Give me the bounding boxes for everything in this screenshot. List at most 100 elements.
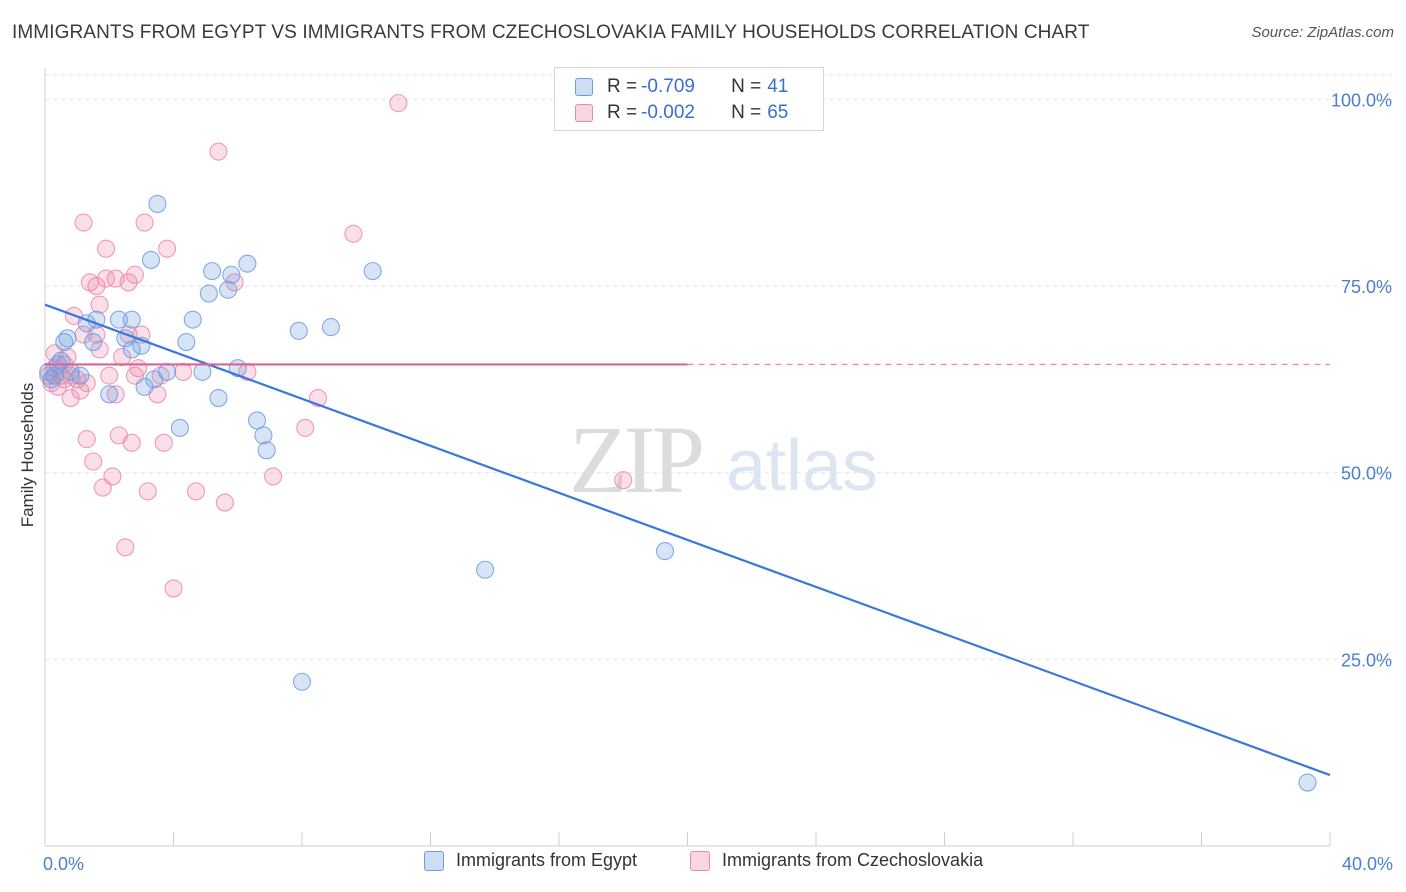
data-point — [77, 374, 96, 393]
watermark: ZIP atlas — [569, 406, 878, 513]
data-point — [209, 388, 228, 408]
n-value: 41 — [767, 76, 789, 97]
legend-item-czechoslovakia[interactable]: Immigrants from Czechoslovakia — [690, 850, 983, 871]
watermark-atlas: atlas — [726, 426, 878, 506]
data-point — [215, 493, 234, 512]
data-point — [238, 254, 257, 273]
data-point — [100, 385, 119, 404]
data-point — [122, 340, 141, 359]
data-point — [100, 366, 119, 385]
data-point — [476, 560, 495, 579]
data-point — [138, 482, 157, 501]
data-point — [158, 239, 177, 258]
data-point — [203, 262, 222, 281]
data-point — [292, 672, 312, 691]
data-point — [1298, 773, 1317, 792]
data-point — [103, 467, 122, 486]
data-point — [148, 194, 167, 213]
data-point — [90, 295, 109, 314]
data-point — [289, 321, 308, 340]
data-point — [321, 318, 340, 337]
data-point — [74, 213, 93, 232]
trend-lines — [44, 303, 1331, 777]
data-point — [363, 262, 382, 281]
data-point — [209, 142, 228, 161]
data-point — [164, 579, 183, 598]
egypt-trend-line — [44, 303, 1331, 777]
data-point — [296, 418, 315, 437]
czechoslovakia-swatch — [690, 850, 710, 871]
x-tick-label: 40.0% — [1342, 854, 1393, 874]
series-legend: Immigrants from Egypt Immigrants from Cz… — [0, 850, 1406, 878]
stats-legend-row-egypt: R = -0.709 N = 41 — [575, 75, 788, 99]
data-point — [177, 332, 196, 352]
data-point — [109, 310, 128, 329]
data-point — [199, 284, 218, 303]
data-point — [247, 411, 267, 430]
data-point — [264, 467, 283, 486]
data-point — [135, 377, 154, 396]
data-point — [48, 377, 67, 396]
data-point — [77, 430, 96, 449]
axes — [44, 68, 1331, 847]
data-point — [96, 239, 116, 258]
data-point — [135, 213, 154, 232]
y-tick-label: 25.0% — [1341, 650, 1392, 670]
x-tick-label: 0.0% — [43, 854, 84, 874]
data-point — [614, 471, 633, 490]
legend-label-egypt: Immigrants from Egypt — [456, 850, 638, 870]
n-label: N = — [731, 76, 762, 97]
data-point — [84, 332, 103, 352]
y-tick-label: 50.0% — [1341, 464, 1392, 484]
data-point — [158, 362, 177, 381]
data-point — [58, 329, 77, 348]
data-point — [87, 276, 106, 296]
n-value: 65 — [767, 102, 789, 123]
source-label: Source: ZipAtlas.com — [1251, 24, 1394, 41]
n-label: N = — [731, 102, 762, 123]
data-point — [655, 542, 675, 561]
egypt-swatch — [575, 78, 593, 96]
data-point — [183, 310, 202, 329]
r-value: -0.002 — [641, 102, 695, 123]
data-point — [193, 362, 212, 381]
data-point — [125, 265, 144, 284]
stats-legend-row-czechoslovakia: R = -0.002 N = 65 — [575, 101, 788, 125]
data-point — [186, 482, 206, 501]
data-point — [61, 388, 80, 408]
data-point — [96, 269, 116, 288]
tick-labels: 25.0% 50.0% 75.0% 100.0% 0.0% 40.0% — [43, 90, 1393, 874]
data-point — [122, 310, 141, 329]
data-point — [174, 362, 193, 381]
czechoslovakia-swatch — [575, 104, 593, 122]
data-point — [389, 94, 408, 113]
data-point — [170, 418, 189, 437]
r-label: R = — [607, 102, 638, 123]
watermark-zip: ZIP — [569, 406, 702, 513]
egypt-swatch — [424, 850, 444, 871]
r-value: -0.709 — [641, 76, 695, 97]
data-point — [154, 433, 173, 452]
r-label: R = — [607, 76, 638, 97]
y-tick-label: 75.0% — [1341, 277, 1392, 297]
data-point — [84, 452, 103, 471]
legend-label-czechoslovakia: Immigrants from Czechoslovakia — [722, 850, 984, 870]
data-point — [344, 224, 363, 243]
data-point — [254, 426, 273, 445]
data-point — [90, 340, 109, 359]
data-point — [222, 265, 241, 284]
data-point — [71, 366, 90, 385]
data-point — [141, 250, 161, 269]
data-point — [129, 359, 148, 378]
data-point — [116, 538, 135, 557]
data-point — [122, 433, 141, 452]
chart-title: IMMIGRANTS FROM EGYPT VS IMMIGRANTS FROM… — [12, 22, 1090, 43]
legend-item-egypt[interactable]: Immigrants from Egypt — [424, 850, 637, 871]
data-point — [71, 381, 90, 400]
data-point — [257, 441, 276, 460]
y-tick-label: 100.0% — [1331, 90, 1392, 110]
data-point — [119, 273, 138, 292]
data-point — [219, 280, 238, 299]
data-point — [106, 385, 125, 404]
